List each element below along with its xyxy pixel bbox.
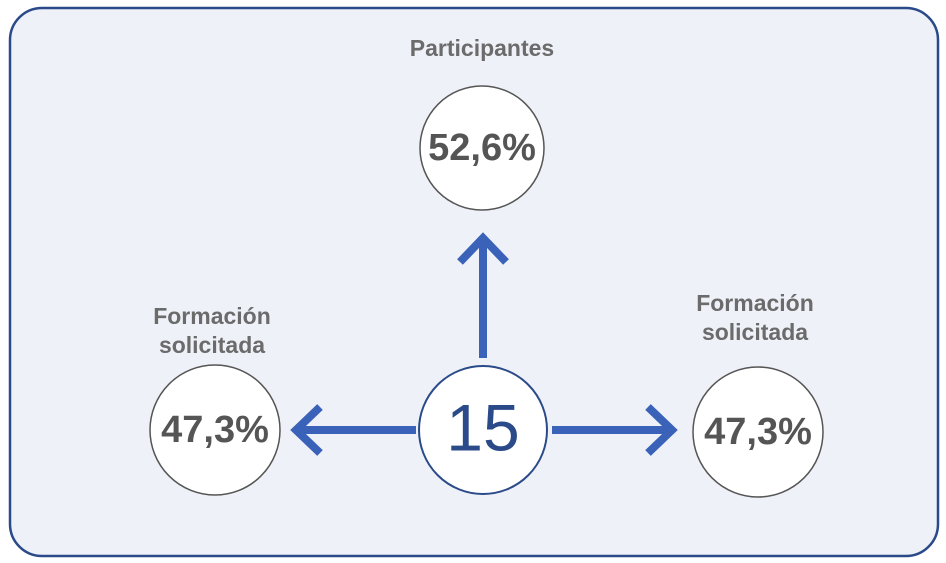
- arrow-right: [552, 404, 678, 456]
- arrow-left: [290, 404, 416, 456]
- node-label: Formación: [696, 290, 814, 316]
- node-circle: [692, 366, 824, 498]
- node-circle: [149, 364, 281, 496]
- node-circle: [419, 85, 545, 211]
- node-value: 52,6%: [428, 127, 536, 169]
- node-label: Participantes: [410, 35, 554, 61]
- node-value: 47,3%: [161, 409, 269, 451]
- arrow-up: [457, 232, 509, 358]
- node-label: solicitada: [159, 332, 265, 358]
- center-circle: [418, 365, 548, 495]
- arrows: [290, 232, 678, 456]
- nodes: 52,6% Participantes 47,3% Formación solicita…: [149, 35, 824, 498]
- node-label: solicitada: [702, 319, 808, 345]
- center-value: 15: [446, 390, 519, 464]
- node-value: 47,3%: [704, 411, 812, 453]
- node-label: Formación: [153, 303, 271, 329]
